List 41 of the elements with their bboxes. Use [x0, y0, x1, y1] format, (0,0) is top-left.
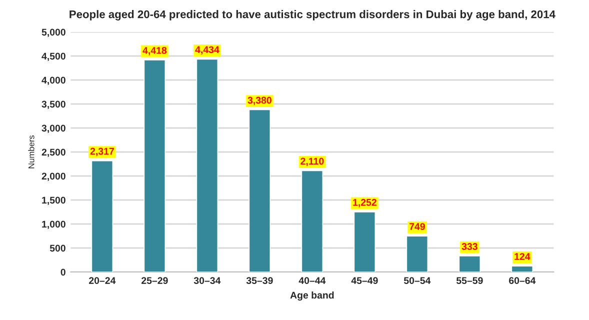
y-axis-title: Numbers	[28, 135, 34, 168]
bar	[196, 58, 218, 272]
x-tick-label: 25–29	[142, 277, 168, 284]
x-tick-label: 20–24	[89, 277, 116, 284]
bar	[458, 256, 481, 272]
data-label: 124	[514, 253, 530, 260]
data-label: 2,110	[300, 158, 324, 166]
bar	[144, 60, 166, 272]
y-tick-label: 2,000	[42, 172, 66, 182]
data-label: 2,317	[90, 148, 114, 156]
y-tick-label: 3,000	[42, 124, 66, 134]
data-label: 4,418	[142, 46, 167, 56]
y-tick-label: 5,000	[42, 28, 66, 38]
y-tick-label: 1,000	[42, 220, 66, 230]
y-tick-label: 2,500	[42, 148, 66, 158]
data-label: 749	[409, 223, 425, 230]
data-label: 333	[462, 243, 478, 250]
data-label: 3,380	[248, 96, 272, 106]
data-label: 4,434	[195, 46, 220, 54]
x-tick-label: 45–49	[351, 277, 378, 284]
x-tick-label: 60–64	[509, 277, 536, 284]
x-tick-label: 55–59	[456, 277, 483, 284]
y-tick-label: 1,500	[42, 196, 66, 206]
bar	[301, 170, 324, 272]
y-tick-label: 3,500	[42, 100, 66, 110]
x-tick-label: 40–44	[298, 277, 326, 284]
bar	[91, 160, 114, 272]
x-tick-label: 30–34	[194, 277, 221, 284]
y-tick-label: 500	[50, 244, 66, 252]
x-axis-title: Age band	[290, 291, 334, 301]
bar	[248, 109, 271, 272]
y-tick-label: 4,500	[42, 52, 66, 62]
y-tick-label: 0	[60, 268, 66, 276]
x-tick-label: 50–54	[404, 277, 431, 284]
data-label: 1,252	[353, 198, 376, 208]
bar	[511, 266, 534, 272]
y-tick-label: 4,000	[42, 76, 66, 86]
bar	[406, 236, 428, 272]
x-tick-label: 35–39	[246, 277, 273, 284]
bar	[354, 211, 376, 272]
chart-title: People aged 20-64 predicted to have autistic spectrum disorders in Dubai by age band, 2014	[70, 10, 556, 20]
